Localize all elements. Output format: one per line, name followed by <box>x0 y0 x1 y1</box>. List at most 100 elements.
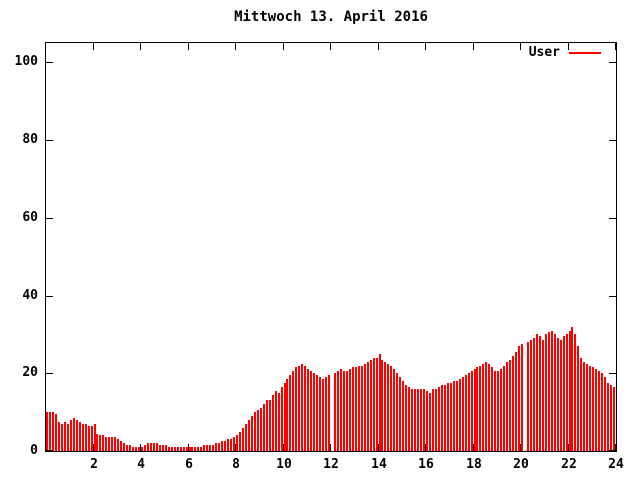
x-tick <box>473 43 474 50</box>
x-tick <box>330 444 331 451</box>
bar <box>453 381 455 451</box>
bar <box>402 381 404 451</box>
y-tick <box>609 62 616 63</box>
bar <box>462 377 464 451</box>
bar <box>328 375 330 451</box>
bar <box>577 346 579 451</box>
bar <box>156 443 158 451</box>
bar <box>322 379 324 451</box>
x-tick <box>140 444 141 451</box>
bar <box>96 434 98 451</box>
bar <box>393 369 395 451</box>
bar <box>512 356 514 451</box>
y-tick <box>609 373 616 374</box>
bar <box>295 367 297 451</box>
bar <box>49 412 51 451</box>
x-tick <box>425 444 426 451</box>
y-tick <box>46 140 53 141</box>
bar <box>396 373 398 451</box>
bar <box>52 412 54 451</box>
bar <box>604 377 606 451</box>
bar <box>420 389 422 451</box>
bar <box>218 443 220 451</box>
bar <box>325 377 327 451</box>
bar <box>429 393 431 451</box>
bar <box>506 362 508 451</box>
bar <box>263 404 265 451</box>
bar <box>479 366 481 451</box>
bar <box>203 445 205 451</box>
bar <box>58 422 60 451</box>
bar <box>592 367 594 451</box>
bar <box>566 334 568 451</box>
bar <box>598 371 600 451</box>
bar <box>527 342 529 451</box>
bar <box>334 373 336 451</box>
bar <box>129 445 131 451</box>
bar <box>482 364 484 451</box>
legend-label: User <box>528 45 560 60</box>
bar <box>607 383 609 451</box>
y-tick <box>46 373 53 374</box>
bar <box>491 367 493 451</box>
y-tick-label: 40 <box>22 288 38 303</box>
x-tick <box>568 444 569 451</box>
bar <box>236 435 238 451</box>
bar <box>135 447 137 451</box>
bar <box>515 352 517 451</box>
x-tick-label: 4 <box>137 457 145 472</box>
bar <box>563 336 565 451</box>
x-tick <box>283 43 284 50</box>
y-tick-label: 60 <box>22 210 38 225</box>
bar <box>269 400 271 451</box>
bar <box>313 373 315 451</box>
x-tick <box>615 43 616 50</box>
bar <box>248 420 250 451</box>
bar <box>450 383 452 451</box>
bar <box>138 447 140 451</box>
bar <box>209 445 211 451</box>
y-tick-label: 80 <box>22 132 38 147</box>
x-tick <box>520 43 521 50</box>
bar <box>384 362 386 451</box>
bar <box>114 437 116 451</box>
bar <box>91 426 93 451</box>
x-tick-label: 10 <box>276 457 292 472</box>
bar <box>438 387 440 451</box>
bar <box>147 443 149 451</box>
bar <box>497 371 499 451</box>
bar <box>174 447 176 451</box>
bar <box>337 371 339 451</box>
bar <box>304 366 306 451</box>
bar <box>459 379 461 451</box>
bar <box>298 366 300 451</box>
bar <box>358 366 360 451</box>
bar <box>361 366 363 451</box>
bar <box>76 420 78 451</box>
bar <box>441 385 443 451</box>
y-tick <box>609 296 616 297</box>
x-tick <box>425 43 426 50</box>
x-tick-label: 24 <box>608 457 624 472</box>
x-tick <box>235 444 236 451</box>
bar <box>194 447 196 451</box>
bar <box>474 369 476 451</box>
bar <box>111 437 113 451</box>
bar <box>144 445 146 451</box>
bar <box>571 327 573 451</box>
x-tick-label: 16 <box>418 457 434 472</box>
bar <box>494 371 496 451</box>
x-tick-label: 6 <box>185 457 193 472</box>
bar <box>64 422 66 451</box>
bar <box>423 389 425 451</box>
y-tick <box>609 218 616 219</box>
x-tick <box>235 43 236 50</box>
bar <box>105 437 107 451</box>
bar <box>500 369 502 451</box>
bar <box>286 379 288 451</box>
bar <box>352 367 354 451</box>
bar <box>343 371 345 451</box>
bar <box>595 369 597 451</box>
bar <box>367 362 369 451</box>
bar <box>307 369 309 451</box>
